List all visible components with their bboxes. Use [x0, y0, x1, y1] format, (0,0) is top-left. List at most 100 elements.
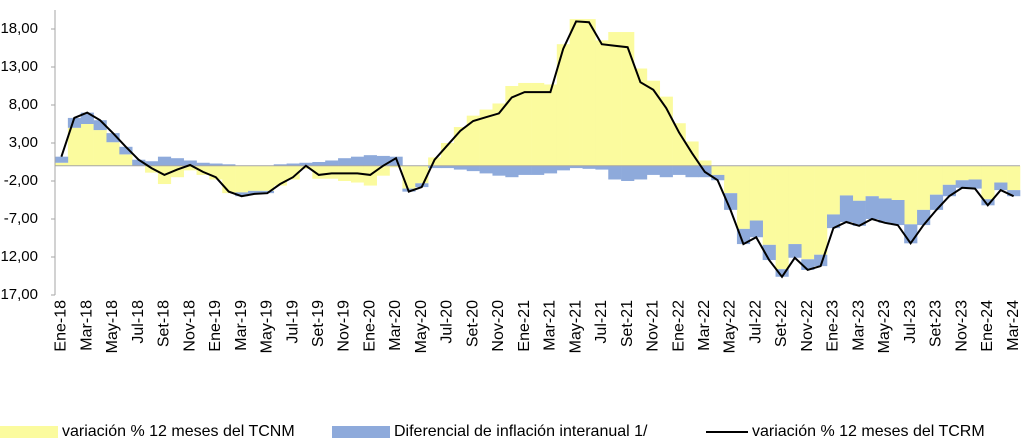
bar	[968, 165, 982, 180]
bar	[196, 165, 210, 175]
bar	[865, 196, 879, 219]
y-tick-label: -2,00	[4, 172, 38, 189]
x-tick-label: Ene-19	[207, 300, 224, 352]
x-tick-label: Set-23	[928, 300, 945, 347]
bar	[827, 165, 841, 215]
bar	[891, 165, 905, 200]
x-tick-label: Ene-20	[361, 300, 378, 352]
bar	[981, 165, 995, 200]
bar	[646, 80, 661, 166]
x-tick-label: Jul-18	[130, 300, 147, 344]
x-tick-label: Ene-24	[979, 300, 996, 352]
bar	[119, 154, 133, 166]
bar	[646, 165, 661, 175]
bar	[273, 165, 287, 186]
bar	[80, 112, 94, 124]
x-tick-label: Ene-22	[670, 300, 687, 352]
bar	[942, 184, 956, 197]
bar	[801, 165, 815, 260]
bar	[350, 156, 365, 166]
bar	[736, 165, 751, 229]
bar	[994, 165, 1008, 183]
bar	[453, 165, 468, 170]
x-tick-label: Jul-23	[902, 300, 919, 344]
y-tick-label: -12,00	[0, 248, 38, 265]
bar	[762, 165, 776, 245]
bar	[376, 155, 390, 166]
bar	[170, 158, 184, 166]
bar	[183, 160, 197, 166]
bar	[505, 165, 519, 178]
x-tick-label: May-20	[413, 300, 430, 353]
x-tick-label: Ene-21	[516, 300, 533, 352]
bar	[222, 165, 236, 194]
bar	[556, 165, 570, 171]
bar	[672, 165, 686, 175]
bar	[775, 165, 789, 270]
bar	[724, 193, 738, 210]
bar	[659, 165, 673, 178]
legend-label: variación % 12 meses del TCNM	[62, 423, 295, 439]
bar	[338, 158, 352, 166]
bar	[235, 192, 249, 197]
x-tick-label: Nov-20	[490, 300, 507, 352]
legend-swatch	[0, 426, 58, 438]
bar	[1007, 190, 1021, 197]
legend-label: variación % 12 meses del TCRM	[752, 423, 985, 439]
bar	[827, 214, 841, 229]
y-tick-label: 18,00	[0, 20, 38, 37]
bar	[299, 162, 313, 166]
x-tick-label: Nov-19	[336, 300, 353, 352]
x-tick-label: Nov-22	[799, 300, 816, 352]
x-tick-label: Set-18	[156, 300, 173, 347]
bar	[994, 182, 1008, 191]
bar	[93, 120, 107, 131]
bar	[814, 254, 828, 267]
x-tick-label: Mar-24	[1005, 300, 1022, 351]
bar	[955, 165, 969, 181]
bar	[634, 165, 648, 180]
bar	[865, 165, 879, 197]
x-tick-label: Nov-18	[181, 300, 198, 352]
x-tick-label: Nov-21	[645, 300, 662, 352]
bar	[67, 127, 82, 166]
x-tick-label: May-18	[104, 300, 121, 353]
x-tick-label: May-23	[876, 300, 893, 353]
bar	[556, 44, 570, 166]
x-tick-label: Set-19	[310, 300, 327, 347]
bar	[183, 165, 197, 171]
bar	[157, 156, 172, 166]
y-tick-label: 8,00	[9, 96, 38, 113]
bar	[749, 220, 763, 238]
x-tick-label: Mar-18	[78, 300, 95, 351]
bar	[749, 165, 763, 221]
bar	[518, 82, 532, 166]
bar	[904, 224, 918, 244]
bar	[608, 165, 622, 180]
bar	[595, 165, 609, 170]
bar	[608, 32, 622, 166]
bar	[325, 165, 339, 179]
bar	[67, 117, 82, 128]
bar	[389, 165, 403, 168]
bar	[80, 124, 94, 166]
bar	[955, 180, 969, 188]
bar	[878, 165, 892, 199]
bar	[672, 123, 686, 166]
bar	[1007, 165, 1021, 191]
y-tick-label: -17,00	[0, 286, 38, 303]
bar	[441, 165, 455, 169]
bar	[814, 165, 828, 255]
x-tick-label: Jul-19	[284, 300, 301, 344]
bar	[312, 162, 326, 166]
bar	[929, 165, 944, 195]
bar	[363, 155, 377, 166]
bar	[595, 40, 609, 166]
x-tick-label: Set-21	[619, 300, 636, 347]
x-tick-label: Jul-20	[439, 300, 456, 344]
bar	[106, 133, 120, 143]
bar	[685, 165, 699, 178]
x-tick-label: Nov-23	[953, 300, 970, 352]
bar	[582, 165, 596, 169]
bar	[543, 165, 558, 174]
